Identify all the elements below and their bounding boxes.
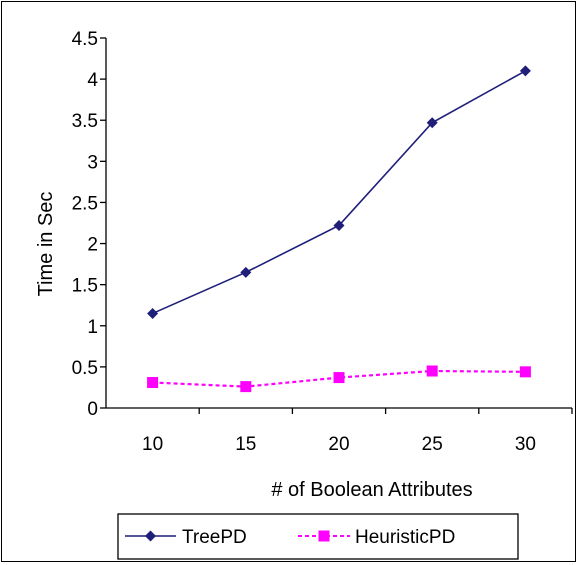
x-tick-label: 20 — [328, 434, 349, 455]
x-tick-label: 15 — [235, 434, 256, 455]
data-point-heuristicpd — [333, 372, 345, 384]
y-tick-label: 2 — [87, 235, 98, 256]
legend-marker-treepd — [145, 530, 156, 542]
data-point-treepd — [519, 65, 531, 77]
data-point-heuristicpd — [240, 381, 252, 393]
y-ticks: 0 0.5 1 1.5 2 2.5 3 3.5 4 4.5 — [72, 29, 106, 420]
legend-label-treepd: TreePD — [182, 527, 247, 548]
x-axis-title: # of Boolean Attributes — [271, 479, 472, 501]
y-axis-title: Time in Sec — [35, 192, 57, 297]
y-tick-label: 0 — [87, 399, 98, 420]
y-tick-label: 4.5 — [72, 29, 98, 50]
y-tick-label: 3.5 — [72, 111, 98, 132]
y-tick-label: 1.5 — [72, 276, 98, 297]
data-point-treepd — [333, 219, 345, 231]
data-point-heuristicpd — [519, 366, 531, 378]
y-tick-label: 0.5 — [72, 358, 98, 379]
data-point-heuristicpd — [147, 377, 159, 389]
legend-box — [117, 513, 519, 560]
x-tick-label: 25 — [422, 434, 443, 455]
series-line-treepd — [152, 70, 526, 315]
data-point-treepd — [240, 266, 252, 278]
legend-label-heuristicpd: HeuristicPD — [355, 527, 455, 548]
series-layer — [147, 65, 531, 393]
y-tick-label: 1 — [87, 317, 98, 338]
x-tick-label: 30 — [515, 434, 536, 455]
data-point-heuristicpd — [426, 365, 438, 377]
x-tick-label: 10 — [142, 434, 163, 455]
data-point-treepd — [426, 117, 438, 129]
x-ticks: 10 15 20 25 30 — [142, 408, 573, 455]
legend: TreePD HeuristicPD — [117, 513, 519, 560]
y-tick-label: 2.5 — [72, 193, 98, 214]
series-line-heuristicpd — [152, 369, 526, 388]
legend-marker-heuristicpd — [318, 530, 330, 542]
y-tick-label: 3 — [87, 152, 98, 173]
data-point-treepd — [147, 307, 159, 319]
y-tick-label: 4 — [87, 70, 98, 91]
